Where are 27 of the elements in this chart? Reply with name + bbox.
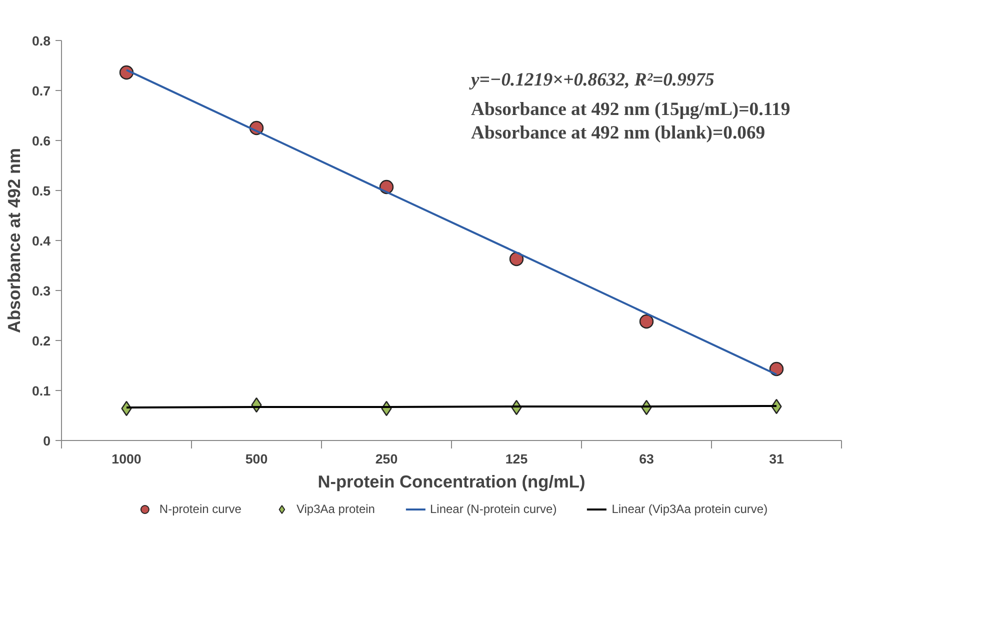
- y-tick-label: 0.7: [32, 84, 51, 98]
- point: [769, 362, 784, 376]
- y-tick-label: 0.5: [32, 184, 52, 198]
- y-tick-label: 0: [43, 434, 51, 448]
- y-tick-label: 0.6: [32, 134, 51, 148]
- x-tick-label: 500: [245, 452, 268, 466]
- y-tick-label: 0.8: [32, 34, 51, 48]
- y-tick-label: 0.4: [32, 234, 52, 248]
- x-tick-label: 63: [639, 452, 654, 466]
- x-tick-label: 1000: [112, 452, 142, 466]
- x-tick-label: 250: [375, 452, 398, 466]
- point: [639, 314, 654, 329]
- annotation: Absorbance at 492 nm (15μg/mL)=0.119: [471, 99, 790, 120]
- x-tick-label: 125: [505, 452, 528, 466]
- y-tick-label: 0.2: [32, 334, 51, 348]
- legend-label: Vip3Aa protein: [296, 502, 375, 516]
- x-axis-title: N-protein Concentration (ng/mL): [318, 472, 586, 492]
- y-tick-label: 0.3: [32, 284, 51, 298]
- annotation: y=−0.1219×+0.8632, R²=0.9975: [469, 70, 714, 90]
- legend-label: Linear (Vip3Aa protein curve): [612, 502, 768, 516]
- x-tick-label: 31: [769, 452, 784, 466]
- point: [509, 252, 524, 266]
- y-axis-title: Absorbance at 492 nm: [4, 148, 24, 333]
- legend-label: N-protein curve: [159, 502, 242, 516]
- legend-label: Linear (N-protein curve): [430, 502, 557, 516]
- annotation: Absorbance at 492 nm (blank)=0.069: [471, 122, 766, 144]
- y-tick-label: 0.1: [32, 384, 52, 398]
